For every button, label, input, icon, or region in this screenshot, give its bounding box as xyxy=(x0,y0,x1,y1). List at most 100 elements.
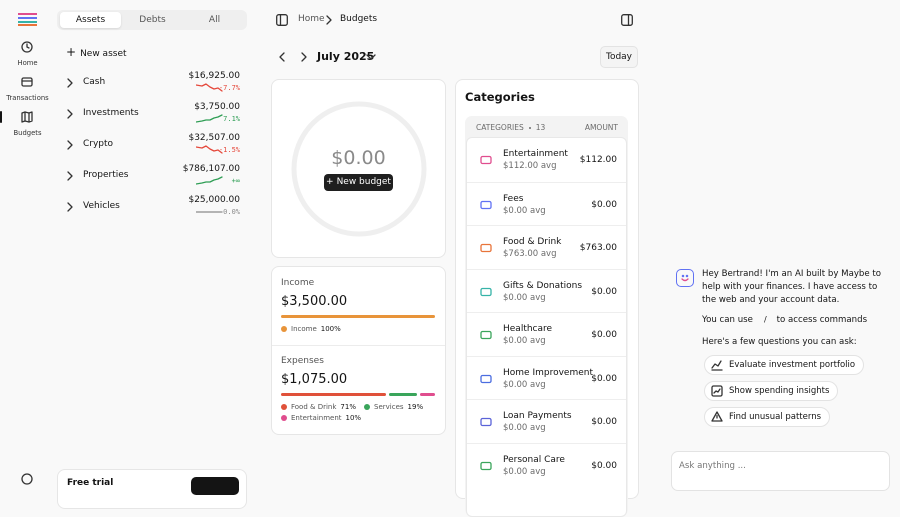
sparkline xyxy=(196,211,223,213)
category-amount: $763.00 xyxy=(579,243,617,253)
category-icon xyxy=(480,155,492,165)
tab[interactable]: All xyxy=(208,15,221,25)
suggestion[interactable]: Find unusual patterns xyxy=(704,407,831,427)
nav-label[interactable]: Transactions xyxy=(6,94,49,102)
suggestion-label: Show spending insights xyxy=(729,386,830,396)
account-change: -7.7% xyxy=(218,84,240,92)
breadcrumb-home[interactable]: Home xyxy=(298,14,325,24)
account-name: Crypto xyxy=(83,139,114,149)
legend-dot xyxy=(281,415,287,421)
account-row[interactable]: Cash $16,925.00 -7.7% xyxy=(57,70,247,96)
today-button[interactable]: Today xyxy=(600,46,638,68)
suggestion[interactable]: Show spending insights xyxy=(704,381,839,401)
month-dropdown[interactable] xyxy=(366,53,376,61)
category-avg: $0.00 avg xyxy=(503,423,546,433)
category-row[interactable]: Personal Care $0.00 avg $0.00 xyxy=(467,442,626,487)
help-icon[interactable] xyxy=(21,473,33,485)
new-budget-button[interactable]: + New budget xyxy=(324,174,393,191)
category-row[interactable]: Entertainment $112.00 avg $112.00 xyxy=(467,138,626,181)
category-name: Home Improvement xyxy=(503,367,593,378)
suggestion-icon xyxy=(711,411,723,422)
category-count: 13 xyxy=(535,123,546,132)
tab[interactable]: Debts xyxy=(139,15,166,25)
category-row[interactable]: Fees $0.00 avg $0.00 xyxy=(467,181,626,226)
category-amount: $0.00 xyxy=(591,417,617,427)
category-amount: $112.00 xyxy=(579,155,617,165)
category-name: Entertainment xyxy=(503,149,568,159)
share-bar xyxy=(420,393,435,396)
ai-face xyxy=(681,274,689,282)
legend-dot xyxy=(364,404,370,410)
legend-name: Services xyxy=(374,403,404,411)
legend-dot xyxy=(281,404,287,410)
account-balance: $786,107.00 xyxy=(182,164,240,174)
sidebar-toggle[interactable] xyxy=(276,14,288,26)
category-icon xyxy=(480,461,492,470)
suggestion[interactable]: Evaluate investment portfolio xyxy=(704,355,865,375)
nav-icon[interactable] xyxy=(21,41,33,53)
nav-rail: Home Transactions Budgets xyxy=(0,0,55,485)
panel-toggle[interactable] xyxy=(621,14,633,26)
trend-line xyxy=(196,83,223,92)
sparkline xyxy=(196,145,223,154)
legend-item: Income 100% xyxy=(281,325,341,333)
trend-line xyxy=(196,176,223,185)
chevron xyxy=(67,109,73,119)
chevron xyxy=(67,171,73,181)
month-label[interactable]: July 2025 xyxy=(317,50,375,63)
nav-label[interactable]: Budgets xyxy=(13,129,42,137)
amount-label: AMOUNT xyxy=(584,123,618,132)
category-name: Loan Payments xyxy=(503,411,572,421)
account-row[interactable]: Vehicles $25,000.00 0.0% xyxy=(57,194,247,220)
breadcrumb-chevron xyxy=(326,15,332,25)
tab[interactable]: Assets xyxy=(60,12,121,28)
prev-month[interactable] xyxy=(278,52,286,62)
tab-bar: Assets Debts All xyxy=(57,10,247,30)
legend-name: Entertainment xyxy=(291,414,342,422)
category-amount: $0.00 xyxy=(591,199,617,210)
new-asset[interactable]: + New asset xyxy=(66,45,127,59)
category-row[interactable]: Healthcare $0.00 avg $0.00 xyxy=(467,312,626,356)
account-name: Investments xyxy=(83,108,139,118)
divider xyxy=(272,345,445,346)
trend-line xyxy=(196,145,223,154)
chevron xyxy=(67,78,73,88)
category-row[interactable]: Home Improvement $0.00 avg $0.00 xyxy=(467,355,626,400)
category-avg: $0.00 avg xyxy=(503,336,546,346)
chat-input[interactable]: Ask anything ... xyxy=(671,451,890,491)
account-change: 0.0% xyxy=(223,208,240,216)
category-name: Fees xyxy=(503,193,524,204)
commands-before: You can use xyxy=(702,315,753,325)
expenses-title: Expenses xyxy=(281,356,324,366)
suggestion-label: Find unusual patterns xyxy=(729,412,822,422)
category-name: Healthcare xyxy=(503,324,553,334)
logo xyxy=(18,13,37,26)
icon-shape xyxy=(480,330,492,340)
category-row[interactable]: Gifts & Donations $0.00 avg $0.00 xyxy=(467,268,626,313)
nav-icon[interactable] xyxy=(21,76,33,88)
income-title: Income xyxy=(281,278,315,288)
icon-shape xyxy=(480,200,492,209)
next-month[interactable] xyxy=(300,52,308,62)
account-balance: $32,507.00 xyxy=(188,133,240,143)
category-avg: $0.00 avg xyxy=(503,466,546,477)
new-budget-label: New budget xyxy=(336,177,391,187)
nav-label[interactable]: Home xyxy=(17,59,38,67)
command-key: / xyxy=(763,315,767,324)
nav-icon[interactable] xyxy=(21,111,33,123)
share-bar xyxy=(389,393,418,396)
category-row[interactable]: Loan Payments $0.00 avg $0.00 xyxy=(467,399,626,443)
account-row[interactable]: Crypto $32,507.00 -1.5% xyxy=(57,132,247,158)
account-row[interactable]: Properties $786,107.00 +∞ xyxy=(57,163,247,189)
suggestion-icon xyxy=(711,385,723,397)
account-row[interactable]: Investments $3,750.00 7.1% xyxy=(57,101,247,127)
account-name: Properties xyxy=(83,170,129,180)
legend-name: Income xyxy=(291,325,317,333)
share-bar xyxy=(281,315,435,318)
category-row[interactable]: Food & Drink $763.00 avg $763.00 xyxy=(467,225,626,269)
category-amount: $0.00 xyxy=(591,286,617,297)
trial-button[interactable] xyxy=(191,477,239,495)
legend-share: 71% xyxy=(340,403,356,411)
new-asset-label: New asset xyxy=(80,49,127,59)
